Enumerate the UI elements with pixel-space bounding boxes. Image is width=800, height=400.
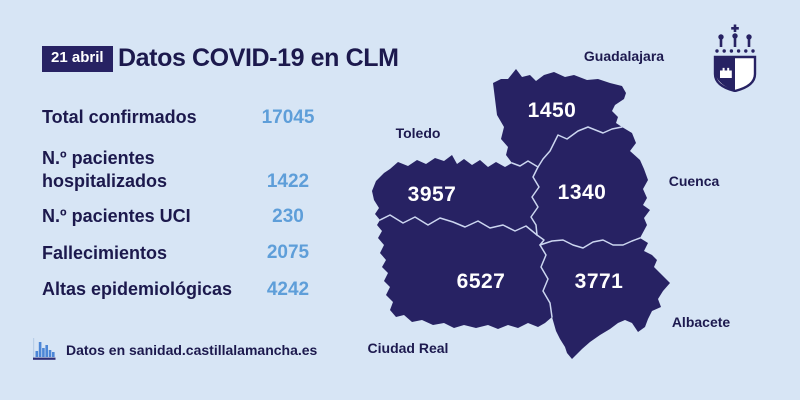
stat-row-uci: N.º pacientes UCI 230 [42, 205, 324, 229]
stat-value: 2075 [266, 242, 310, 264]
label-guadalajara: Guadalajara [583, 48, 665, 64]
source-text: Datos en sanidad.castillalamancha.es [66, 341, 318, 358]
castilla-la-mancha-emblem [713, 24, 757, 92]
province-guadalajara [493, 69, 626, 167]
stat-value: 230 [272, 205, 304, 227]
clm-map-svg: 1450 3957 1340 6527 3771 [372, 69, 670, 359]
page-title: Datos COVID-19 en CLM [118, 44, 399, 72]
stat-row-hospitalizados: N.º pacientes hospitalizados 1422 [42, 147, 324, 194]
data-source: Datos en sanidad.castillalamancha.es [31, 337, 317, 362]
stat-label: Altas epidemiológicas [42, 279, 233, 300]
border-toledo-ciudad-real [379, 214, 538, 236]
stat-value: 17045 [261, 107, 315, 128]
stat-row-fallecimientos: Fallecimientos 2075 [42, 241, 324, 265]
date-badge: 21 abril [42, 46, 113, 72]
stat-label: N.º pacientes UCI [42, 205, 191, 226]
border-ciudad-real-albacete [539, 244, 553, 318]
province-cuenca [531, 127, 650, 248]
cases-guadalajara: 1450 [528, 99, 577, 122]
stats-panel: Total confirmados 17045 N.º pacientes ho… [42, 106, 324, 315]
castle-icon [720, 67, 732, 78]
border-toledo-cuenca [530, 166, 540, 236]
border-cuenca-albacete [539, 237, 641, 249]
province-albacete [540, 238, 670, 359]
stat-row-altas: Altas epidemiológicas 4242 [42, 278, 324, 302]
label-toledo: Toledo [395, 125, 441, 141]
border-toledo-guadalajara [511, 160, 539, 168]
border-cuenca-ciudad-real [536, 234, 545, 246]
stat-row-confirmados: Total confirmados 17045 [42, 106, 324, 130]
bar-chart-icon [33, 338, 56, 360]
stat-label: N.º pacientes hospitalizados [42, 147, 168, 192]
label-albacete: Albacete [671, 314, 731, 330]
cases-ciudad-real: 6527 [457, 270, 506, 293]
province-toledo [372, 155, 539, 235]
stat-value: 4242 [266, 279, 310, 301]
stat-value: 1422 [266, 170, 310, 192]
cases-albacete: 3771 [575, 270, 624, 293]
province-ciudad-real [377, 215, 552, 329]
border-guadalajara-cuenca [537, 126, 623, 168]
stat-label: Total confirmados [42, 107, 197, 128]
label-ciudad-real: Ciudad Real [367, 340, 449, 356]
clm-map: 1450 3957 1340 6527 3771 Guadalajara Tol… [350, 40, 800, 390]
cases-toledo: 3957 [408, 183, 457, 206]
stat-label: Fallecimientos [42, 242, 168, 263]
label-cuenca: Cuenca [668, 173, 720, 189]
cases-cuenca: 1340 [558, 181, 607, 204]
